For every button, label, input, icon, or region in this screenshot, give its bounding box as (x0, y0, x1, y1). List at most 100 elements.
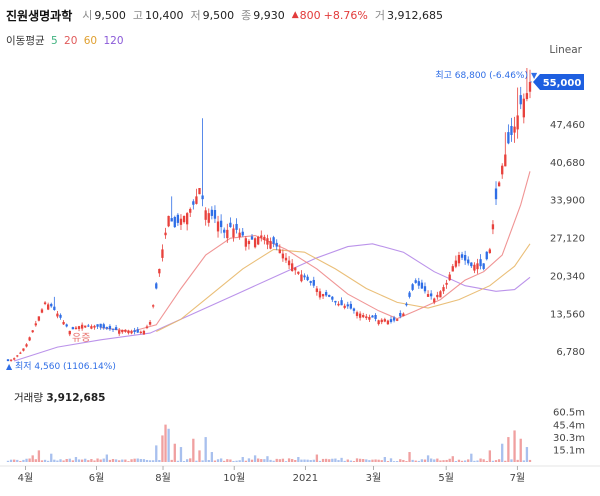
close-label: 종 (241, 9, 252, 22)
candle-body (229, 222, 232, 228)
volume-bar (192, 438, 195, 462)
volume-bar (56, 460, 59, 462)
volume-bar (491, 460, 495, 462)
candle-body (476, 263, 479, 270)
candle-body (87, 325, 90, 327)
ma-legend-label: 이동평균 (6, 35, 45, 47)
volume-bar (278, 459, 281, 462)
volume-bar (263, 459, 266, 462)
volume-bar (392, 461, 396, 462)
volume-bar (22, 459, 25, 462)
volume-bar (244, 460, 247, 462)
volume-bar (291, 459, 294, 462)
volume-bar (269, 459, 272, 462)
candle-body (389, 319, 393, 322)
volume-bar (84, 458, 87, 462)
candle-body (145, 326, 149, 328)
candle-body (34, 323, 37, 326)
moving-average-legend[interactable]: 이동평균 5 20 60 120 (6, 33, 127, 48)
volume-bar (281, 458, 285, 462)
candle-body (241, 231, 244, 236)
volume-bar (331, 458, 334, 462)
volume-bar (525, 447, 529, 462)
candle-body (219, 220, 223, 228)
volume-bar (198, 450, 201, 462)
volume-bar (257, 458, 260, 462)
volume-bar (473, 460, 476, 462)
volume-bar (250, 459, 254, 462)
volume-bar (420, 459, 424, 462)
volume-bar (266, 456, 269, 462)
candle-body (22, 348, 25, 351)
volume-bar (213, 460, 217, 462)
volume-bar (155, 445, 158, 462)
candle-body (161, 249, 164, 258)
y-tick-label: 13,560 (550, 309, 585, 320)
volume-bar (90, 459, 93, 462)
volume-bar (399, 459, 402, 462)
stock-name: 진원생명과학 (6, 8, 73, 23)
candle-body (405, 303, 408, 306)
volume-bar (352, 461, 356, 462)
y-tick-label: 40,680 (550, 158, 585, 169)
volume-bar (448, 458, 451, 462)
volume-bar (223, 460, 226, 462)
volume-bar (102, 458, 105, 462)
volume-bar (442, 460, 445, 462)
volume-bar (374, 459, 377, 462)
candle-body (108, 326, 112, 330)
low-value: 9,500 (202, 8, 235, 22)
volume-bar (201, 460, 204, 462)
ma-20: 20 (64, 35, 78, 47)
x-tick-label: 8월 (155, 472, 171, 484)
volume-bar (124, 459, 127, 462)
volume-bar (161, 435, 164, 462)
candle-body (510, 126, 513, 135)
candle-body (158, 268, 161, 274)
candle-body (16, 355, 19, 357)
volume-label: 거 (374, 9, 385, 22)
min-price-annotation: 최저 4,560 (1106.14%) (15, 361, 116, 372)
volume-bar (312, 459, 315, 462)
candle-body (182, 215, 186, 223)
scale-mode-button[interactable]: Linear (549, 44, 582, 56)
candle-body (173, 216, 176, 228)
volume-bar (164, 424, 167, 462)
candle-body (170, 218, 173, 222)
candle-body (223, 229, 226, 233)
candle-body (423, 286, 427, 292)
candle-body (232, 228, 235, 238)
volume-bar (43, 459, 47, 462)
volume-bar (127, 461, 130, 462)
volume-axis-label: 45.4m (553, 420, 585, 431)
candle-body (426, 294, 430, 297)
candle-body (124, 329, 127, 332)
open-value: 9,500 (94, 8, 126, 22)
candle-body (40, 309, 44, 313)
x-tick-label: 3월 (366, 472, 382, 484)
candle-body (9, 359, 13, 361)
candle-body (118, 330, 121, 334)
candle-body (358, 313, 362, 318)
volume-bar (235, 460, 238, 462)
candle-body (442, 287, 445, 292)
volume-bar (50, 453, 53, 462)
volume-bar (365, 459, 368, 462)
candle-body (414, 280, 417, 283)
candle-body (380, 319, 383, 323)
volume-bar (111, 458, 115, 462)
volume-bar (68, 458, 71, 462)
candle-body (179, 218, 183, 225)
ma-60: 60 (83, 35, 98, 47)
candle-body (133, 330, 136, 333)
volume-bar (414, 460, 417, 462)
candle-body (324, 292, 328, 296)
stock-header: 진원생명과학 시 9,500 고 10,400 저 9,500 종 9,930 … (6, 6, 450, 24)
candle-body (433, 298, 436, 303)
open-label: 시 (82, 9, 93, 22)
change-percent: +8.76% (323, 8, 368, 22)
volume-bar (145, 459, 149, 462)
x-tick-label: 10월 (223, 472, 245, 484)
ma60-line (156, 243, 531, 332)
